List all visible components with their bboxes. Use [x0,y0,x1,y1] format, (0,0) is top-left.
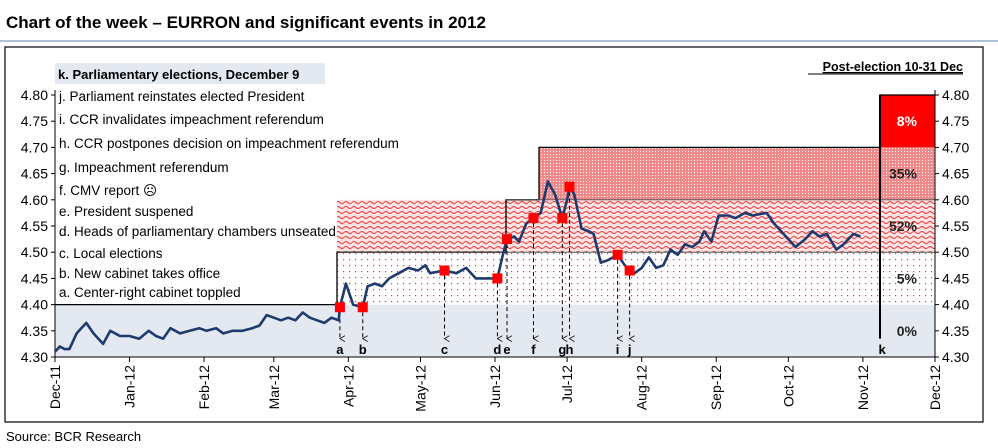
y-tick-label-right: 4.35 [942,323,969,339]
post-election-prob: 8% [897,113,918,129]
series-line-eurron [54,180,861,353]
y-tick-label-left: 4.55 [21,218,48,234]
y-tick-label-right: 4.80 [942,87,969,103]
y-tick-label-right: 4.75 [942,113,969,129]
event-legend-item: k. Parliamentary elections, December 9 [58,67,299,82]
x-tick-label: Nov-12 [855,365,871,410]
band-4.70-4.80 [880,95,935,148]
y-tick-label-left: 4.60 [21,192,48,208]
event-legend-item: c. Local elections [59,246,163,261]
y-tick-label-left: 4.65 [21,166,48,182]
x-tick-label: Dec-11 [47,365,63,409]
event-legend-item: g. Impeachment referendum [59,160,229,175]
band-4.40-4.50 [337,252,935,305]
event-legend-item: a. Center-right cabinet toppled [59,285,241,300]
x-tick-label: Jul-12 [559,365,575,403]
post-election-prob: 52% [889,218,918,234]
event-marker-d [492,273,503,284]
x-tick-label: Jun-12 [487,365,503,408]
event-marker-i [612,249,623,260]
post-election-prob: 35% [889,166,918,182]
band-4.30-4.40 [55,304,935,357]
event-marker-b [357,302,368,313]
event-letter-h: h [566,342,574,357]
x-tick-label: Apr-12 [340,365,356,407]
event-legend-item: b. New cabinet takes office [59,266,220,281]
y-tick-label-right: 4.30 [942,349,969,365]
band-4.50-4.60 [337,199,935,253]
event-marker-a [334,302,345,313]
event-letter-b: b [359,342,367,357]
source-note: Source: BCR Research [6,429,142,444]
event-letter-g: g [558,342,566,357]
event-letter-j: j [627,342,632,357]
y-tick-label-left: 4.70 [21,139,48,155]
y-tick-label-right: 4.45 [942,270,969,286]
event-letter-f: f [531,342,536,357]
x-tick-label: May-12 [412,365,428,412]
post-election-prob: 5% [897,270,918,286]
event-legend-item: e. President suspened [59,204,193,219]
x-tick-label: Dec-12 [927,365,943,410]
event-marker-h [564,181,575,192]
y-tick-label-right: 4.60 [942,192,969,208]
event-legend-item: d. Heads of parliamentary chambers unsea… [59,224,336,239]
x-tick-label: Sep-12 [708,365,724,410]
y-tick-label-left: 4.40 [21,297,48,313]
chart-title: Chart of the week – EURRON and significa… [6,13,486,32]
y-tick-label-left: 4.45 [21,270,48,286]
y-tick-label-left: 4.50 [21,244,48,260]
legend-k-bg [55,63,325,84]
event-letter-i: i [616,342,620,357]
y-tick-label-left: 4.75 [21,113,48,129]
event-marker-c [439,265,450,276]
event-letter-c: c [441,342,448,357]
y-tick-label-left: 4.80 [21,87,48,103]
event-letter-d: d [493,342,501,357]
event-legend-item: i. CCR invalidates impeachment referendu… [59,112,324,127]
x-tick-label: Mar-12 [266,365,282,410]
x-tick-label: Jan-12 [122,365,138,408]
event-letter-k: k [878,342,886,357]
event-legend-item: f. CMV report ☹ [59,183,157,198]
y-tick-label-right: 4.40 [942,297,969,313]
x-tick-label: Feb-12 [196,365,212,410]
event-marker-f [528,213,539,224]
event-marker-g [557,213,568,224]
y-tick-label-right: 4.70 [942,139,969,155]
post-election-title: Post-election 10-31 Dec [823,60,963,74]
band-step-fill [506,199,539,253]
post-election-prob: 0% [897,323,918,339]
band-4.60-4.70 [539,147,935,200]
x-tick-label: Oct-12 [780,365,796,407]
y-tick-label-right: 4.50 [942,244,969,260]
y-tick-label-left: 4.30 [21,349,48,365]
event-letter-e: e [503,342,510,357]
y-tick-label-right: 4.55 [942,218,969,234]
event-letter-a: a [336,342,344,357]
event-marker-e [502,234,513,245]
event-legend-item: h. CCR postpones decision on impeachment… [59,136,399,151]
x-tick-label: Aug-12 [634,365,650,410]
y-tick-label-left: 4.35 [21,323,48,339]
y-tick-label-right: 4.65 [942,166,969,182]
event-marker-j [624,265,635,276]
event-legend-item: j. Parliament reinstates elected Preside… [58,89,305,104]
